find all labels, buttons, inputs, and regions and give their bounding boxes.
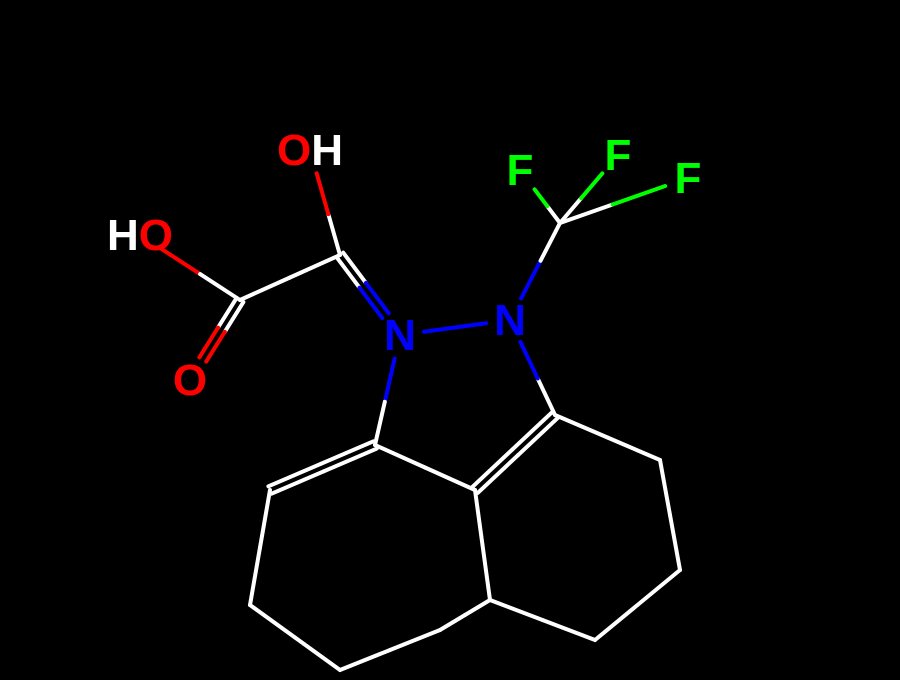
bond-segment [250,548,260,606]
bond-segment [206,332,225,362]
bond-segment [541,223,560,261]
atom-n-label: N [494,296,526,345]
bond-segment [475,490,483,545]
bond-segment [538,378,555,415]
molecule-diagram: HOOOHNNFFF [0,0,900,680]
bond-segment [520,342,537,379]
bond-segment [385,359,395,402]
bond-segment [670,515,680,570]
bond-segment [547,206,560,223]
bond-segment [455,323,486,327]
bond-segment [543,620,596,640]
bond-segment [613,186,666,204]
atom-o-label: HO [107,211,173,260]
bond-segment [490,600,543,620]
bond-segment [260,490,270,548]
bond-segment [340,650,390,670]
atom-n-label: N [384,311,416,360]
bond-segment [218,298,237,328]
bond-segment [199,328,218,358]
bond-segment [581,173,602,198]
bond-segment [660,460,670,515]
bond-segment [424,328,455,332]
bond-segment [465,600,490,615]
bond-segment [555,415,608,438]
bond-segment [317,173,329,214]
bond-segment [425,468,475,491]
bond-segment [535,189,548,206]
bond-segment [250,605,295,638]
bond-segment [375,445,425,468]
bond-segment [608,438,661,461]
bond-segment [290,255,340,278]
bond-segment [240,278,290,301]
bond-segment [375,402,385,445]
bond-segment [390,630,440,650]
bond-segment [295,638,340,671]
bond-segment [440,615,465,630]
bond-segment [638,570,681,605]
atom-f-label: F [605,131,632,180]
atom-o-label: OH [277,126,343,175]
bond-segment [521,261,540,299]
bond-segment [483,545,491,600]
atom-f-label: F [507,146,534,195]
bond-segment [595,605,638,640]
bond-segment [328,214,340,255]
atom-o-label: O [173,356,207,405]
atom-f-label: F [675,154,702,203]
bond-segment [225,302,244,332]
bond-segment [200,274,240,300]
